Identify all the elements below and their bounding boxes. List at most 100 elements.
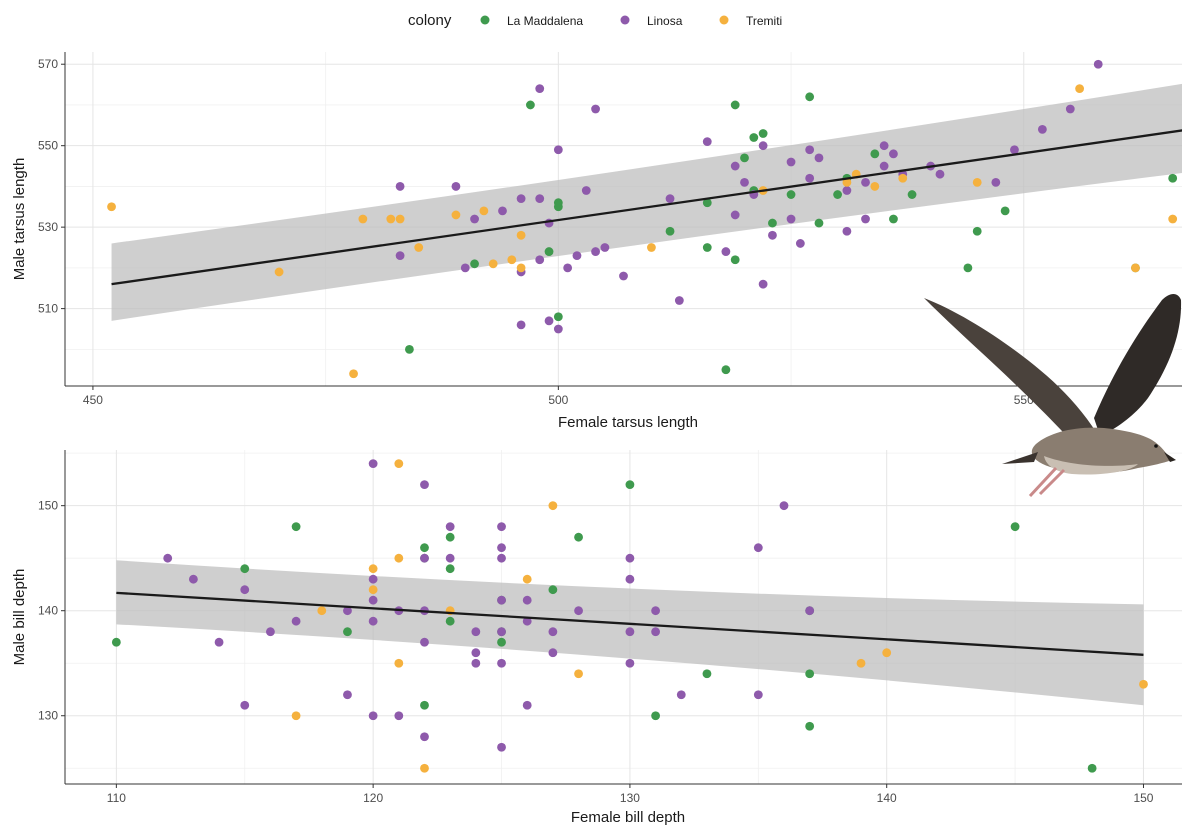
point-linosa bbox=[498, 206, 507, 216]
x-tick-label: 130 bbox=[620, 791, 640, 805]
bird-far-wing bbox=[1094, 294, 1182, 436]
point-linosa bbox=[368, 595, 378, 605]
point-linosa bbox=[651, 606, 660, 616]
point-linosa bbox=[544, 316, 554, 326]
point-tremiti bbox=[368, 585, 378, 595]
point-linosa bbox=[368, 616, 378, 626]
legend-label-la-maddalena: La Maddalena bbox=[507, 14, 583, 28]
point-linosa bbox=[548, 648, 558, 658]
point-linosa bbox=[625, 553, 635, 563]
point-linosa bbox=[758, 141, 768, 151]
point-la-maddalena bbox=[730, 255, 740, 265]
point-linosa bbox=[470, 214, 479, 224]
point-linosa bbox=[786, 157, 796, 167]
point-la-maddalena bbox=[889, 214, 898, 224]
point-la-maddalena bbox=[343, 627, 352, 637]
point-tremiti bbox=[574, 669, 583, 679]
point-linosa bbox=[768, 230, 777, 240]
point-linosa bbox=[420, 732, 429, 742]
point-la-maddalena bbox=[445, 532, 455, 542]
point-tremiti bbox=[394, 658, 404, 668]
bird-eye bbox=[1154, 444, 1158, 448]
point-linosa bbox=[753, 543, 763, 553]
point-linosa bbox=[535, 84, 545, 94]
point-la-maddalena bbox=[420, 543, 429, 553]
point-la-maddalena bbox=[870, 149, 880, 159]
point-la-maddalena bbox=[553, 198, 563, 208]
point-linosa bbox=[1065, 104, 1075, 114]
x-tick-label: 450 bbox=[83, 393, 103, 407]
point-linosa bbox=[625, 658, 635, 668]
point-linosa bbox=[563, 263, 573, 273]
point-linosa bbox=[572, 251, 582, 261]
point-linosa bbox=[730, 210, 740, 220]
point-linosa bbox=[991, 177, 1001, 187]
point-linosa bbox=[842, 186, 852, 195]
point-linosa bbox=[753, 690, 763, 700]
point-la-maddalena bbox=[814, 218, 824, 228]
point-la-maddalena bbox=[1168, 173, 1178, 183]
point-linosa bbox=[553, 324, 563, 334]
point-linosa bbox=[702, 137, 712, 147]
point-linosa bbox=[471, 648, 481, 658]
bird-near-wing bbox=[924, 298, 1096, 446]
bird-tail bbox=[1002, 452, 1038, 464]
point-linosa bbox=[730, 161, 740, 171]
point-tremiti bbox=[274, 267, 284, 277]
point-linosa bbox=[395, 182, 405, 191]
point-la-maddalena bbox=[1010, 522, 1020, 532]
point-tremiti bbox=[548, 501, 558, 511]
shearwater-bird-illustration bbox=[924, 294, 1182, 498]
point-tremiti bbox=[291, 711, 301, 721]
x-tick-label: 140 bbox=[877, 791, 897, 805]
point-linosa bbox=[665, 194, 675, 204]
point-linosa bbox=[445, 553, 455, 563]
point-tremiti bbox=[395, 214, 405, 224]
bird-belly bbox=[1044, 456, 1138, 475]
point-linosa bbox=[460, 263, 470, 273]
point-linosa bbox=[368, 711, 378, 721]
point-tremiti bbox=[317, 606, 327, 616]
point-la-maddalena bbox=[749, 133, 759, 142]
point-linosa bbox=[471, 627, 481, 637]
point-tremiti bbox=[972, 177, 982, 187]
point-linosa bbox=[805, 606, 815, 616]
point-la-maddalena bbox=[963, 263, 973, 273]
point-tremiti bbox=[507, 255, 517, 265]
point-tremiti bbox=[368, 564, 378, 574]
x-tick-label: 500 bbox=[548, 393, 568, 407]
point-la-maddalena bbox=[702, 243, 712, 252]
y-tick-label: 130 bbox=[38, 709, 58, 723]
point-linosa bbox=[591, 247, 600, 256]
point-linosa bbox=[535, 194, 545, 204]
point-tremiti bbox=[898, 173, 908, 183]
point-tremiti bbox=[516, 263, 526, 273]
point-la-maddalena bbox=[544, 247, 554, 256]
legend-item-tremiti: Tremiti bbox=[719, 14, 782, 28]
point-linosa bbox=[497, 595, 506, 605]
point-linosa bbox=[291, 616, 301, 626]
y-axis-title-tarsus: Male tarsus length bbox=[11, 158, 28, 281]
point-linosa bbox=[394, 711, 404, 721]
point-linosa bbox=[420, 637, 429, 647]
point-tremiti bbox=[386, 214, 396, 224]
point-la-maddalena bbox=[111, 637, 121, 647]
point-linosa bbox=[1037, 124, 1047, 134]
point-linosa bbox=[721, 247, 731, 256]
point-la-maddalena bbox=[405, 344, 414, 354]
point-linosa bbox=[842, 226, 852, 236]
legend: colony La Maddalena Linosa Tremiti bbox=[408, 12, 782, 29]
point-linosa bbox=[581, 186, 591, 195]
point-linosa bbox=[879, 161, 889, 171]
point-linosa bbox=[1010, 145, 1019, 155]
point-linosa bbox=[805, 145, 815, 155]
point-la-maddalena bbox=[702, 669, 712, 679]
legend-item-la-maddalena: La Maddalena bbox=[480, 14, 583, 28]
point-la-maddalena bbox=[240, 564, 250, 574]
point-linosa bbox=[471, 658, 481, 668]
point-tremiti bbox=[1168, 214, 1178, 224]
point-la-maddalena bbox=[665, 226, 675, 236]
ticks-bill-depth: 110 120 130 140 150 130 140 150 bbox=[38, 499, 1154, 805]
point-linosa bbox=[497, 522, 506, 532]
point-la-maddalena bbox=[721, 365, 731, 375]
